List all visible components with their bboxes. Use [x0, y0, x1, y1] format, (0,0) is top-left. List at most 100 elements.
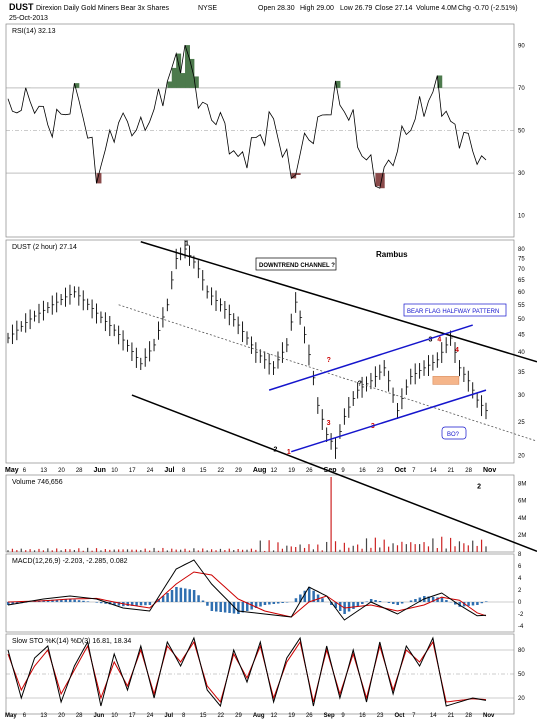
rsi-line — [7, 44, 487, 189]
macd-histogram-bar — [157, 599, 160, 602]
macd-axis-tick-label: 2 — [518, 588, 522, 594]
macd-histogram-bar — [365, 601, 368, 602]
volume-label: Volume 746,656 — [12, 479, 63, 486]
price-axis-tick-label: 70 — [518, 267, 525, 273]
date-axis-bottom-tick-label: 28 — [465, 713, 472, 719]
macd-histogram-bar — [148, 602, 152, 605]
price-axis-tick-label: 55 — [518, 303, 525, 309]
date-axis-tick-label: 17 — [129, 468, 136, 474]
macd-histogram-bar — [427, 596, 430, 602]
pivot-label: 4 — [437, 336, 441, 343]
pivot-label: 1 — [287, 449, 291, 456]
close-value: Close 27.14 — [375, 5, 412, 12]
macd-histogram-bar — [130, 602, 134, 606]
macd-histogram-bar — [33, 601, 37, 602]
macd-histogram-bar — [299, 594, 302, 602]
date-axis-bottom-tick-label: Nov — [483, 713, 495, 719]
date-axis-tick-label: Oct — [394, 467, 406, 474]
volume-axis-tick-label: 6M — [518, 499, 526, 505]
rsi-overbought-fill — [176, 53, 182, 88]
macd-histogram-bar — [170, 590, 174, 602]
pivot-label: 3 — [327, 420, 331, 427]
date-axis-bottom-tick-label: 16 — [359, 713, 366, 719]
macd-histogram-bar — [369, 599, 373, 602]
panel-frames — [5, 23, 515, 715]
pivot-label: ? — [358, 380, 362, 387]
macd-histogram-bar — [312, 590, 315, 602]
macd-histogram-bar — [259, 602, 262, 607]
pivot-label: 1 — [185, 240, 189, 247]
macd-histogram-bar — [400, 602, 404, 604]
pivot-label: 4 — [455, 347, 459, 354]
macd-histogram-bar — [454, 602, 457, 605]
volume-axis-tick-label: 8M — [518, 482, 526, 488]
price-axis-tick-label: 25 — [518, 420, 525, 426]
macd-histogram-bar — [316, 594, 320, 602]
macd-histogram-bar — [445, 600, 448, 602]
macd-axis-tick-label: -2 — [518, 612, 524, 618]
macd-histogram-bar — [117, 602, 121, 606]
price-axis-tick-label: 80 — [518, 247, 525, 253]
macd-histogram-bar — [77, 600, 81, 602]
macd-histogram-bar — [431, 596, 435, 602]
macd-histogram-bar — [135, 602, 138, 606]
date-axis-tick-label: 13 — [40, 468, 47, 474]
macd-histogram-bar — [82, 600, 85, 602]
macd-histogram-bar — [241, 602, 245, 613]
macd-histogram-bar — [228, 602, 231, 613]
macd-histogram-bar — [184, 588, 187, 602]
macd-histogram-bar — [285, 602, 289, 603]
flag-lower-line — [291, 389, 487, 453]
macd-line — [7, 559, 487, 621]
macd-histogram-bar — [99, 602, 103, 604]
chart-author-title: Rambus — [376, 250, 408, 259]
macd-histogram-bar — [334, 602, 338, 608]
macd-histogram-bar — [113, 602, 116, 605]
date-axis-bottom-tick-label: 29 — [235, 713, 242, 719]
volume-axis-tick-label: 2M — [518, 533, 526, 539]
channel-midline — [118, 304, 537, 442]
rsi-overbought-fill — [335, 80, 341, 88]
security-name: Direxion Daily Gold Miners Bear 3x Share… — [36, 5, 170, 12]
date-axis-bottom-tick-label: 7 — [412, 713, 416, 719]
open-value: Open 28.30 — [258, 5, 295, 12]
macd-histogram-bar — [361, 602, 364, 604]
date-axis-bottom-tick-label: 14 — [430, 713, 437, 719]
date-axis-bottom-tick-label: 17 — [129, 713, 136, 719]
breakout-callout-box — [441, 426, 467, 440]
chart-date: 25-Oct-2013 — [9, 15, 48, 22]
date-axis-tick-label: 28 — [76, 468, 83, 474]
date-axis-tick-label: 8 — [182, 468, 186, 474]
macd-histogram-bar — [374, 600, 377, 602]
stochastic-axis-tick-label: 20 — [518, 696, 525, 702]
stochastic-d-line — [7, 640, 487, 704]
macd-histogram-bar — [188, 589, 191, 602]
rsi-overbought-fill — [437, 75, 443, 88]
ticker-symbol: DUST — [9, 2, 34, 12]
date-axis-tick-label: 21 — [448, 468, 455, 474]
macd-histogram-bar — [55, 599, 59, 602]
date-axis-tick-label: 23 — [377, 468, 384, 474]
date-axis-tick-label: Jun — [94, 467, 106, 474]
macd-histogram-bar — [15, 602, 19, 604]
bear-flag-callout-text: BEAR FLAG HALFWAY PATTERN — [407, 309, 499, 315]
macd-histogram-bar — [263, 602, 267, 605]
rsi-oversold-fill — [295, 173, 301, 175]
price-axis-tick-label: 60 — [518, 290, 525, 296]
macd-axis-tick-label: 4 — [518, 576, 522, 582]
macd-histogram-bar — [215, 602, 218, 612]
macd-histogram-bar — [396, 602, 399, 605]
exchange-label: NYSE — [198, 5, 217, 12]
date-axis-tick-label: 6 — [23, 468, 27, 474]
macd-histogram-bar — [11, 602, 14, 605]
macd-histogram-bar — [246, 602, 249, 611]
downtrend-channel-callout: DOWNTREND CHANNEL ? — [255, 257, 337, 271]
price-axis-tick-label: 30 — [518, 393, 525, 399]
date-axis-tick-label: 14 — [430, 468, 437, 474]
date-axis-bottom-tick-label: 6 — [23, 713, 27, 719]
macd-histogram-bar — [219, 602, 222, 612]
high-value: High 29.00 — [300, 5, 334, 12]
macd-histogram-bar — [440, 597, 444, 602]
date-axis-bottom-tick-label: Oct — [394, 713, 404, 719]
